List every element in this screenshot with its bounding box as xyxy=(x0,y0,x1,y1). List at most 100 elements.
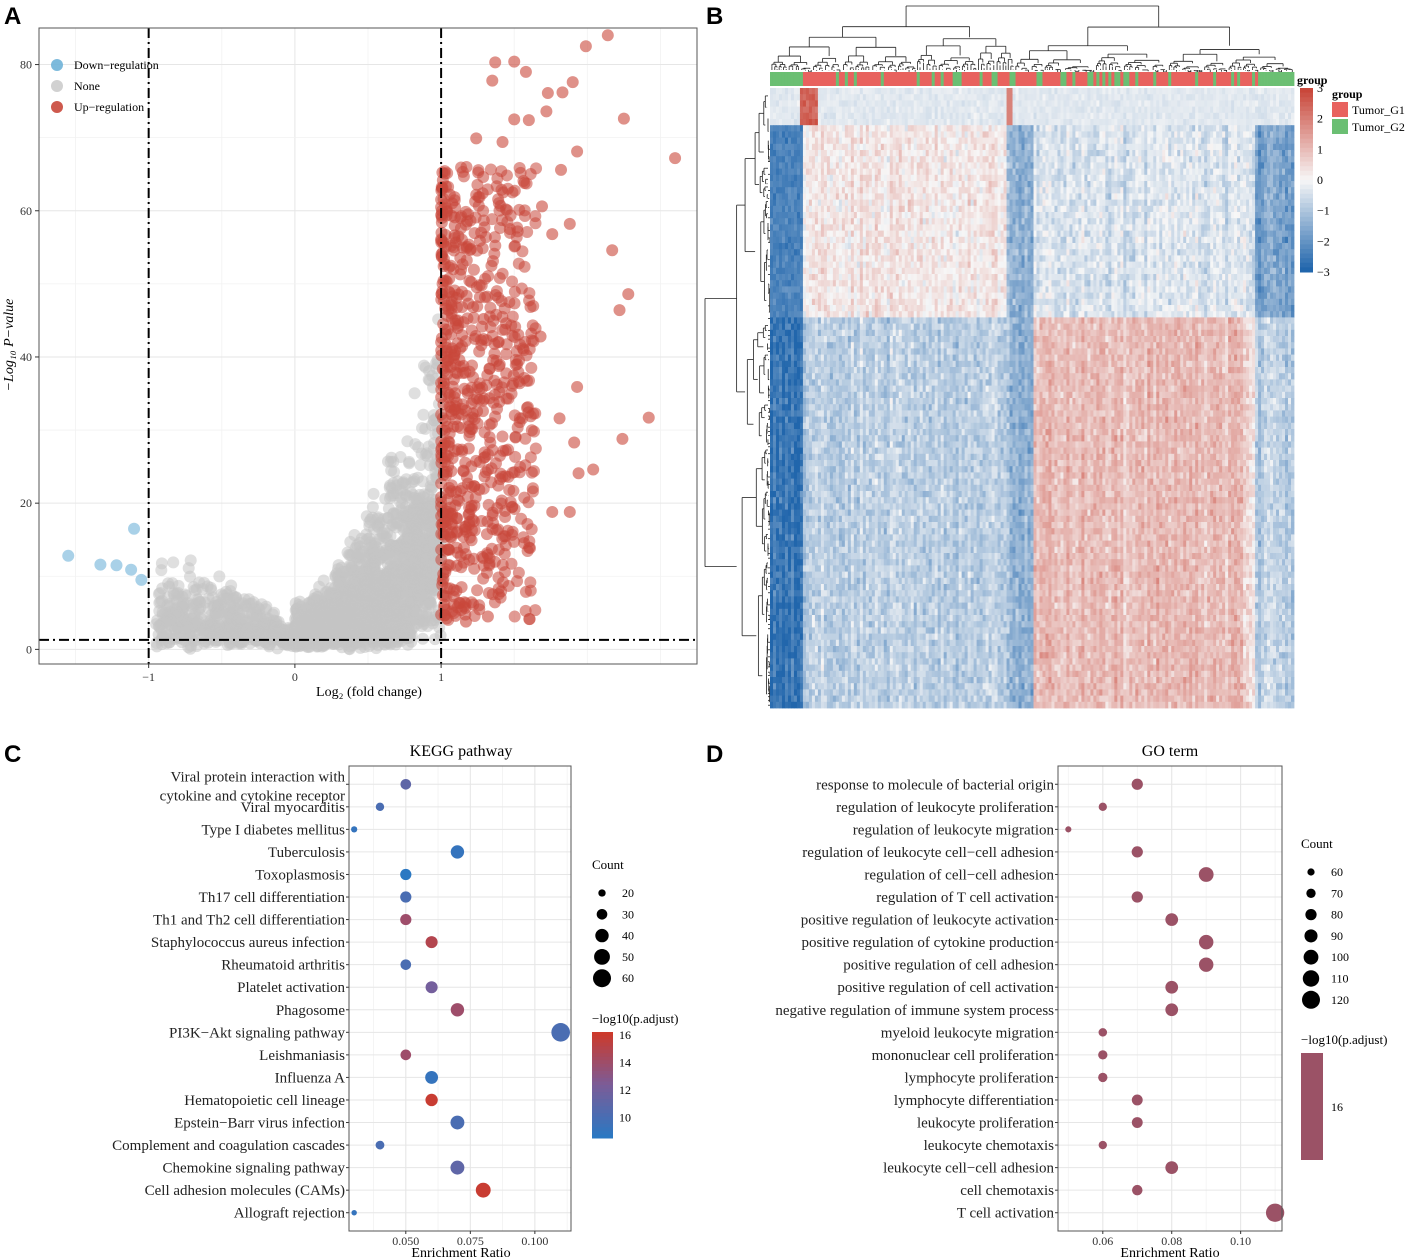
volcano-point-none xyxy=(308,610,321,623)
heatmap-cell xyxy=(1093,88,1097,95)
heatmap-annotation-cell xyxy=(895,72,900,86)
heatmap-annotation-cell xyxy=(1246,72,1250,86)
heatmap-cell xyxy=(844,88,849,95)
volcano-point-none xyxy=(405,476,418,489)
volcano-point-up xyxy=(523,374,536,387)
heatmap-cell xyxy=(1000,88,1004,95)
heatmap-annotation-cell xyxy=(994,72,998,86)
heatmap-cell xyxy=(1081,88,1085,95)
heatmap-cell xyxy=(1231,88,1235,95)
volcano-point-none xyxy=(360,585,373,598)
heatmap-cell xyxy=(997,94,1001,101)
volcano-point-down xyxy=(135,573,148,586)
heatmap-annotation-cell xyxy=(1276,72,1280,86)
heatmap-cell xyxy=(937,94,942,101)
heatmap-cell xyxy=(1027,88,1031,95)
heatmap-cell xyxy=(1135,88,1139,95)
heatmap-cell xyxy=(1150,88,1154,95)
heatmap-cell xyxy=(886,94,891,101)
heatmap-cell xyxy=(1057,88,1061,95)
heatmap-cell xyxy=(910,88,915,95)
heatmap-cell xyxy=(865,88,870,95)
heatmap-cell xyxy=(802,94,807,101)
volcano-legend-swatch xyxy=(51,59,63,71)
heatmap-cell xyxy=(787,94,792,101)
volcano-point-up xyxy=(459,615,472,628)
heatmap-cell xyxy=(814,88,819,95)
volcano-point-up xyxy=(496,532,509,545)
heatmap-annotation-cell xyxy=(1258,72,1262,86)
volcano-point-up xyxy=(546,505,559,518)
heatmap-annotation-cell xyxy=(1114,72,1118,86)
heatmap-cell xyxy=(841,88,846,95)
volcano-point-up xyxy=(451,337,464,350)
heatmap-annotation-cell xyxy=(898,72,903,86)
volcano-point-up xyxy=(508,113,521,126)
heatmap-cell xyxy=(877,94,882,101)
heatmap-cell xyxy=(967,94,972,101)
volcano-point-none xyxy=(409,544,422,557)
volcano-point-up xyxy=(457,359,470,372)
volcano-point-none xyxy=(374,578,387,591)
volcano-point-none xyxy=(305,599,318,612)
heatmap-annotation-cell xyxy=(1054,72,1058,86)
heatmap-annotation-cell xyxy=(1060,72,1064,86)
heatmap-cell xyxy=(1264,88,1268,95)
volcano-point-up xyxy=(496,430,509,443)
heatmap-cell xyxy=(1072,88,1076,95)
volcano-point-up xyxy=(494,591,507,604)
heatmap-cell xyxy=(964,88,969,95)
volcano-point-none xyxy=(279,631,292,644)
heatmap-cell xyxy=(1123,88,1127,95)
volcano-point-up xyxy=(587,463,600,476)
heatmap-cell xyxy=(865,94,870,101)
heatmap-cell xyxy=(1255,88,1259,95)
volcano-point-none xyxy=(206,630,219,643)
heatmap-annotation-cell xyxy=(817,72,822,86)
heatmap-annotation-cell xyxy=(1087,72,1091,86)
heatmap-cell xyxy=(949,94,954,101)
heatmap-cell xyxy=(778,88,783,95)
heatmap-cell xyxy=(1207,88,1211,95)
volcano-point-none xyxy=(416,422,429,435)
heatmap-cell xyxy=(1240,88,1244,95)
volcano-point-up xyxy=(471,584,484,597)
heatmap-cell xyxy=(892,94,897,101)
heatmap-cell xyxy=(1183,88,1187,95)
heatmap-cell xyxy=(1015,94,1019,101)
heatmap-cell xyxy=(982,88,986,95)
heatmap-annotation-cell xyxy=(1198,72,1202,86)
heatmap-annotation-cell xyxy=(1075,72,1079,86)
heatmap-annotation-cell xyxy=(997,72,1001,86)
volcano-point-up xyxy=(572,467,585,480)
volcano-point-up xyxy=(496,267,509,280)
volcano-point-up xyxy=(484,436,497,449)
heatmap-cell xyxy=(826,94,831,101)
heatmap-cell xyxy=(838,88,843,95)
heatmap-annotation-cell xyxy=(805,72,810,86)
volcano-point-up xyxy=(477,312,490,325)
heatmap-annotation-cell xyxy=(1252,72,1256,86)
volcano-point-none xyxy=(420,606,433,619)
heatmap-annotation-cell xyxy=(823,72,828,86)
heatmap-annotation-cell xyxy=(985,72,989,86)
heatmap-annotation-cell xyxy=(1270,72,1274,86)
volcano-point-up xyxy=(444,259,457,272)
volcano-point-up xyxy=(555,163,568,176)
volcano-point-up xyxy=(508,535,521,548)
volcano-point-none xyxy=(403,490,416,503)
heatmap-annotation-cell xyxy=(937,72,942,86)
heatmap-cell xyxy=(1120,88,1124,95)
heatmap-annotation-cell xyxy=(1153,72,1157,86)
volcano-point-none xyxy=(409,522,422,535)
heatmap-cell xyxy=(1096,88,1100,95)
volcano-point-up xyxy=(461,384,474,397)
heatmap-cell xyxy=(1273,88,1277,95)
volcano-point-up xyxy=(470,454,483,467)
volcano-point-up xyxy=(523,613,536,626)
heatmap-annotation-cell xyxy=(1141,72,1145,86)
volcano-point-none xyxy=(331,606,344,619)
heatmap-cell xyxy=(1006,94,1010,101)
heatmap-cell xyxy=(841,94,846,101)
heatmap-cell xyxy=(946,94,951,101)
